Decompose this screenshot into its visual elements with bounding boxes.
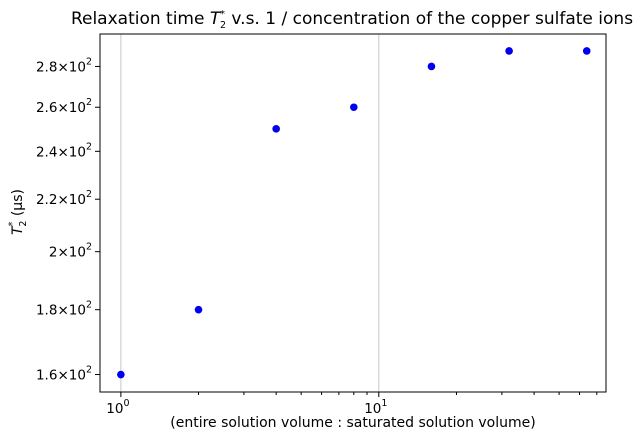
data-point bbox=[582, 47, 591, 55]
chart-title-symbol: T bbox=[210, 9, 222, 29]
plot-area-frame bbox=[99, 33, 607, 393]
grid-lines bbox=[120, 34, 380, 392]
chart-title-sup: * bbox=[220, 9, 225, 20]
data-point bbox=[350, 103, 358, 112]
axis-ticks: 100 101 1.6×102 1.8×102 2×102 2.2×102 2.4×102 2… bbox=[36, 56, 598, 417]
chart-title-prefix: Relaxation time bbox=[71, 9, 210, 29]
y-tick-label: 2.4×102 bbox=[36, 141, 92, 160]
y-axis-label-unit: (μs) bbox=[10, 189, 26, 221]
y-tick-label: 2.6×102 bbox=[36, 97, 92, 116]
data-point bbox=[505, 47, 513, 55]
y-axis-label-symbol: T bbox=[10, 225, 26, 235]
x-tick-label: 100 bbox=[106, 398, 129, 417]
y-axis-label: T*2 (μs) bbox=[7, 189, 29, 235]
y-tick-label: 2×102 bbox=[49, 242, 92, 261]
y-tick-label: 1.8×102 bbox=[36, 300, 92, 319]
x-axis-label: (entire solution volume : saturated solu… bbox=[170, 415, 535, 431]
data-points bbox=[117, 47, 591, 379]
data-point bbox=[272, 125, 280, 133]
y-tick-label: 2.8×102 bbox=[36, 56, 92, 75]
chart-title-suffix: v.s. 1 / concentration of the copper sul… bbox=[226, 9, 633, 29]
data-point bbox=[194, 305, 203, 314]
chart-title-sub: 2 bbox=[220, 20, 226, 31]
data-point bbox=[117, 370, 125, 379]
y-axis-label-sup: * bbox=[7, 221, 18, 226]
y-tick-label: 1.6×102 bbox=[36, 365, 92, 384]
data-point bbox=[427, 62, 436, 71]
x-tick-label: 101 bbox=[364, 398, 387, 417]
chart-title: Relaxation time T* 2 v.s. 1 / concentrati… bbox=[71, 9, 633, 31]
y-axis-label-sub: 2 bbox=[18, 221, 29, 227]
y-tick-label: 2.2×102 bbox=[36, 189, 92, 208]
